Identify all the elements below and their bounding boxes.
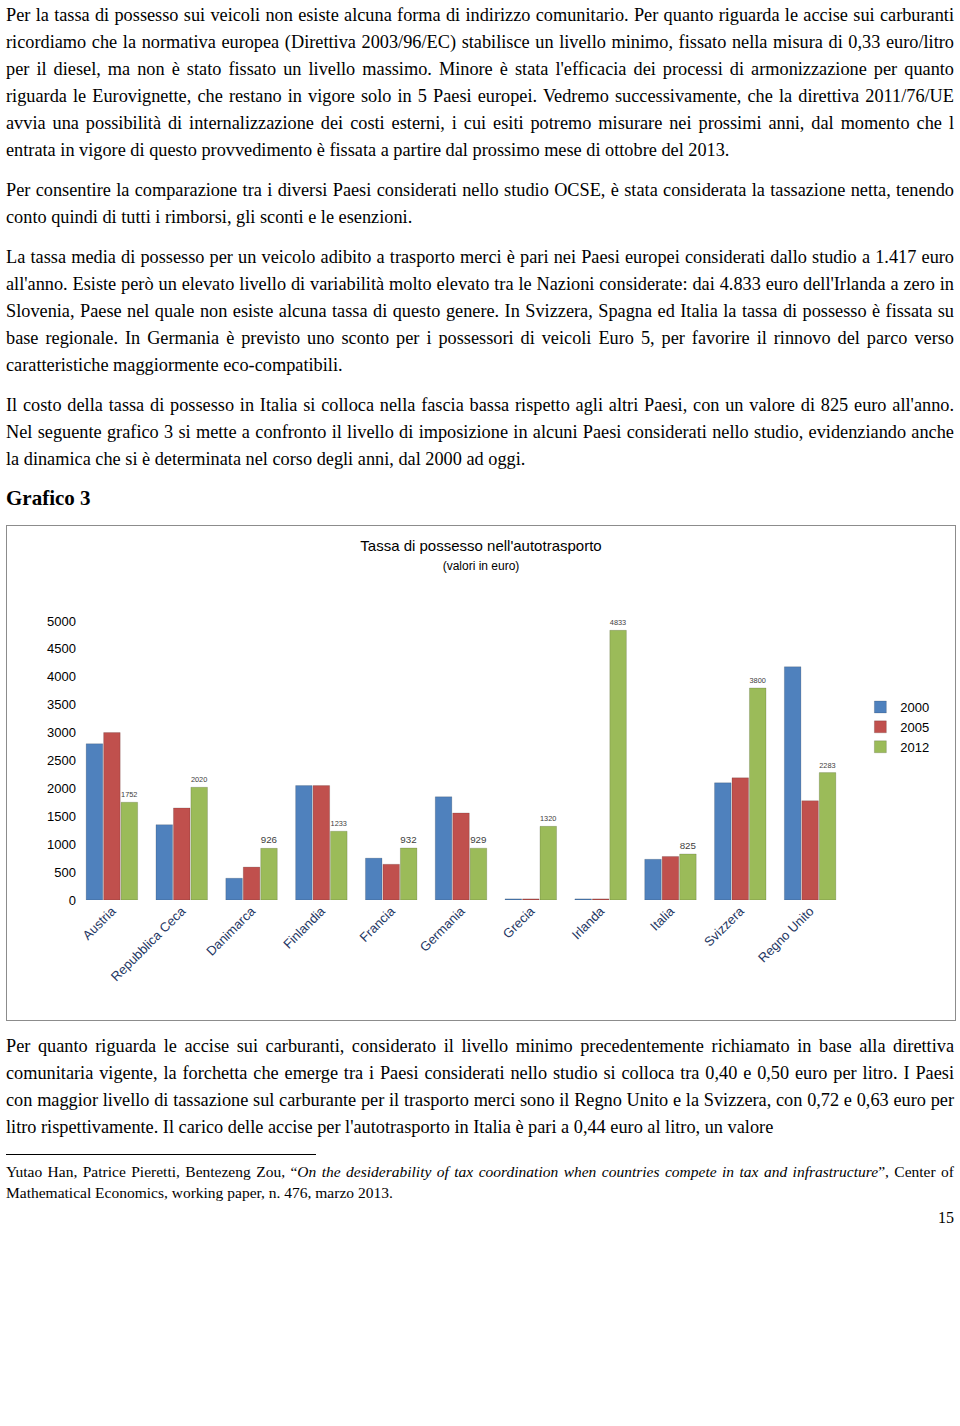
- svg-text:Regno Unito: Regno Unito: [755, 904, 817, 966]
- svg-text:Grecia: Grecia: [500, 903, 538, 941]
- svg-text:3500: 3500: [47, 697, 76, 712]
- svg-text:Austria: Austria: [79, 903, 119, 943]
- svg-text:Francia: Francia: [357, 903, 399, 945]
- svg-text:1233: 1233: [331, 819, 347, 828]
- html-text:Grafico 3: Grafico 3: [6, 486, 91, 510]
- svg-text:2500: 2500: [47, 753, 76, 768]
- svg-text:932: 932: [400, 834, 416, 845]
- svg-text:500: 500: [54, 865, 76, 880]
- svg-text:0: 0: [69, 893, 76, 908]
- svg-text:5000: 5000: [47, 614, 76, 629]
- svg-text:4000: 4000: [47, 669, 76, 684]
- svg-text:825: 825: [680, 840, 697, 851]
- svg-text:1000: 1000: [47, 837, 76, 852]
- svg-text:Tassa di possesso nell'autotra: Tassa di possesso nell'autotrasporto(val…: [360, 537, 601, 574]
- html-text:Yutao Han, Patrice Pieretti, B: Yutao Han, Patrice Pieretti, Bentezeng Z…: [6, 1163, 954, 1201]
- html-text:15: 15: [938, 1209, 954, 1226]
- svg-text:4833: 4833: [610, 618, 626, 627]
- svg-text:2020: 2020: [191, 775, 207, 784]
- svg-text:3800: 3800: [749, 676, 765, 685]
- svg-text:2000: 2000: [47, 781, 76, 796]
- svg-text:1320: 1320: [540, 814, 556, 823]
- svg-text:2283: 2283: [819, 761, 835, 770]
- svg-text:4500: 4500: [47, 641, 76, 656]
- svg-text:926: 926: [261, 834, 277, 845]
- svg-text:2012: 2012: [900, 740, 929, 755]
- svg-text:2005: 2005: [900, 720, 929, 735]
- svg-text:Danimarca: Danimarca: [203, 903, 259, 959]
- svg-text:Svizzera: Svizzera: [701, 903, 747, 949]
- svg-text:Irlanda: Irlanda: [569, 903, 608, 942]
- svg-text:Finlandia: Finlandia: [280, 903, 328, 951]
- svg-text:1500: 1500: [47, 809, 76, 824]
- svg-text:Germania: Germania: [417, 903, 469, 955]
- svg-text:3000: 3000: [47, 725, 76, 740]
- svg-text:2000: 2000: [900, 700, 929, 715]
- svg-text:1752: 1752: [121, 790, 137, 799]
- html-text:La tassa media di possesso per: La tassa media di possesso per un veicol…: [6, 247, 954, 375]
- html-text:Per la tassa di possesso sui v: Per la tassa di possesso sui veicoli non…: [6, 5, 954, 160]
- svg-text:929: 929: [470, 834, 486, 845]
- html-text:Per quanto riguarda le accise: Per quanto riguarda le accise sui carbur…: [6, 1036, 954, 1137]
- html-text:Il costo della tassa di posses: Il costo della tassa di possesso in Ital…: [6, 395, 954, 469]
- svg-text:Repubblica Ceca: Repubblica Ceca: [108, 903, 189, 984]
- html-text:Per consentire la comparazione: Per consentire la comparazione tra i div…: [6, 180, 954, 227]
- svg-text:Italia: Italia: [647, 903, 678, 934]
